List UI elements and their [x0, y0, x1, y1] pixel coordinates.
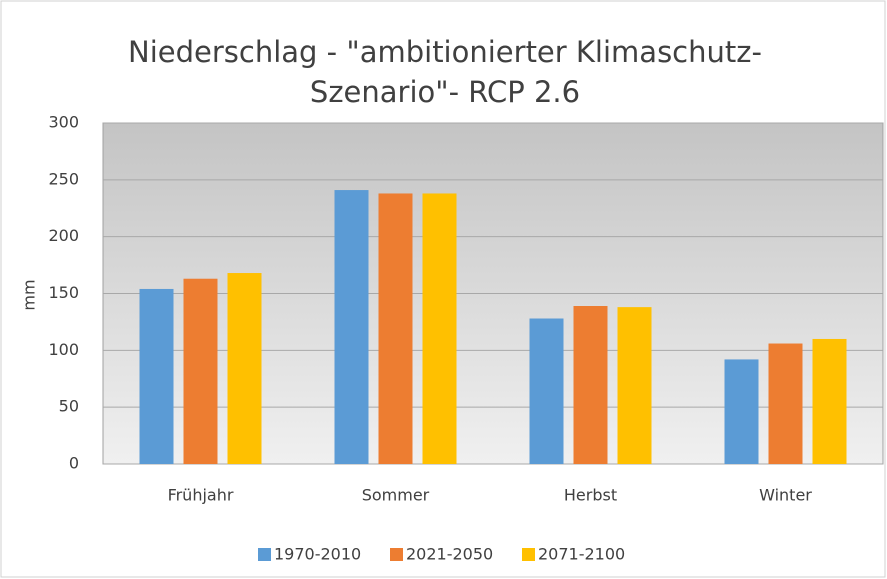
bar: [183, 278, 218, 464]
x-tick-label: Frühjahr: [168, 486, 234, 505]
legend-label: 2071-2100: [538, 545, 625, 564]
bar: [334, 190, 369, 464]
bar: [768, 343, 803, 464]
legend-swatch: [522, 548, 535, 561]
bar: [724, 359, 759, 464]
legend-swatch: [390, 548, 403, 561]
x-tick-label: Winter: [759, 486, 812, 505]
chart-title: Niederschlag - "ambitionierter Klimaschu…: [128, 35, 762, 109]
y-axis-label: mm: [20, 279, 39, 310]
bar: [573, 306, 608, 464]
y-tick-label: 0: [69, 454, 79, 473]
bar: [378, 193, 413, 464]
legend-label: 1970-2010: [274, 545, 361, 564]
bar: [812, 338, 847, 464]
x-tick-label: Sommer: [362, 486, 430, 505]
bar: [227, 273, 262, 464]
x-tick-label: Herbst: [564, 486, 617, 505]
y-tick-label: 200: [48, 226, 79, 245]
bar: [139, 288, 174, 464]
y-tick-label: 100: [48, 340, 79, 359]
legend-swatch: [258, 548, 271, 561]
legend-label: 2021-2050: [406, 545, 493, 564]
bar: [529, 318, 564, 464]
y-tick-label: 150: [48, 283, 79, 302]
bar: [422, 193, 457, 464]
y-tick-label: 50: [59, 397, 79, 416]
y-tick-label: 250: [48, 169, 79, 188]
bar: [617, 307, 652, 464]
y-tick-label: 300: [48, 113, 79, 132]
